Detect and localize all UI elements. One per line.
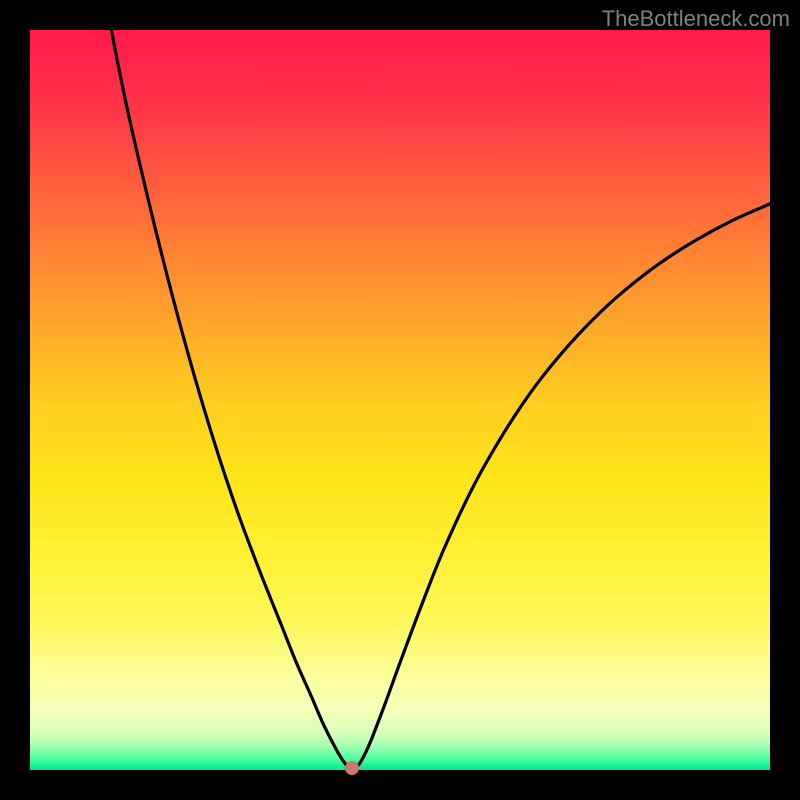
bottleneck-curve [30, 30, 770, 770]
watermark-text: TheBottleneck.com [602, 6, 790, 32]
minimum-point-marker [345, 761, 359, 775]
plot-area [30, 30, 770, 770]
